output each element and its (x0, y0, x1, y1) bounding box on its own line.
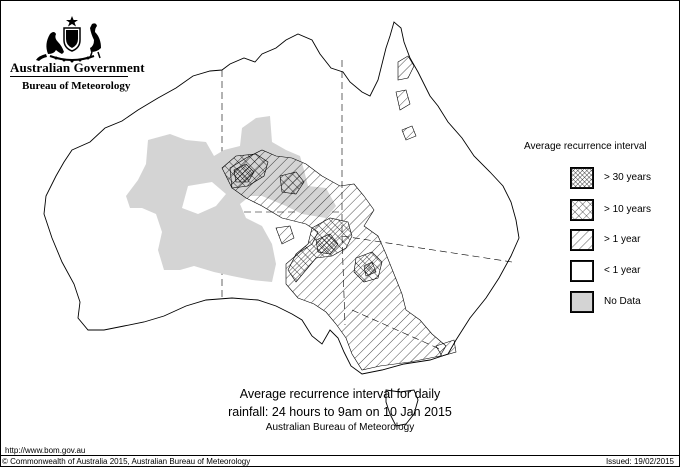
legend-swatch-gray-fill (570, 291, 594, 313)
coat-of-arms-logo (36, 16, 101, 63)
legend-label: < 1 year (604, 265, 641, 276)
legend-swatch-dense-crosshatch (570, 167, 594, 189)
gt-30-years-areas (233, 163, 377, 277)
header-divider (10, 76, 128, 77)
legend-swatch-crosshatch (570, 199, 594, 221)
gt-1-year-areas (229, 55, 457, 371)
legend-label: > 30 years (604, 172, 651, 183)
legend-swatch-blank (570, 260, 594, 282)
issued-date: Issued: 19/02/2015 (605, 457, 674, 466)
footer-divider (0, 455, 680, 456)
map-caption-line-2: rainfall: 24 hours to 9am on 10 Jan 2015 (228, 405, 452, 419)
government-name: Australian Government (10, 60, 145, 75)
map-caption-line-1: Average recurrence interval for daily (239, 387, 441, 401)
copyright-notice: © Commonwealth of Australia 2015, Austra… (2, 457, 251, 466)
legend-title: Average recurrence interval (524, 141, 647, 152)
agency-name: Bureau of Meteorology (22, 80, 131, 92)
tasmania-outline (385, 389, 419, 427)
legend-label: > 1 year (604, 234, 641, 245)
legend-label: No Data (604, 296, 641, 307)
website-url: http://www.bom.gov.au (5, 446, 86, 455)
legend-swatch-diagonal-hatch (570, 229, 594, 251)
legend-label: > 10 years (604, 204, 651, 215)
map-caption-source: Australian Bureau of Meteorology (265, 422, 415, 433)
